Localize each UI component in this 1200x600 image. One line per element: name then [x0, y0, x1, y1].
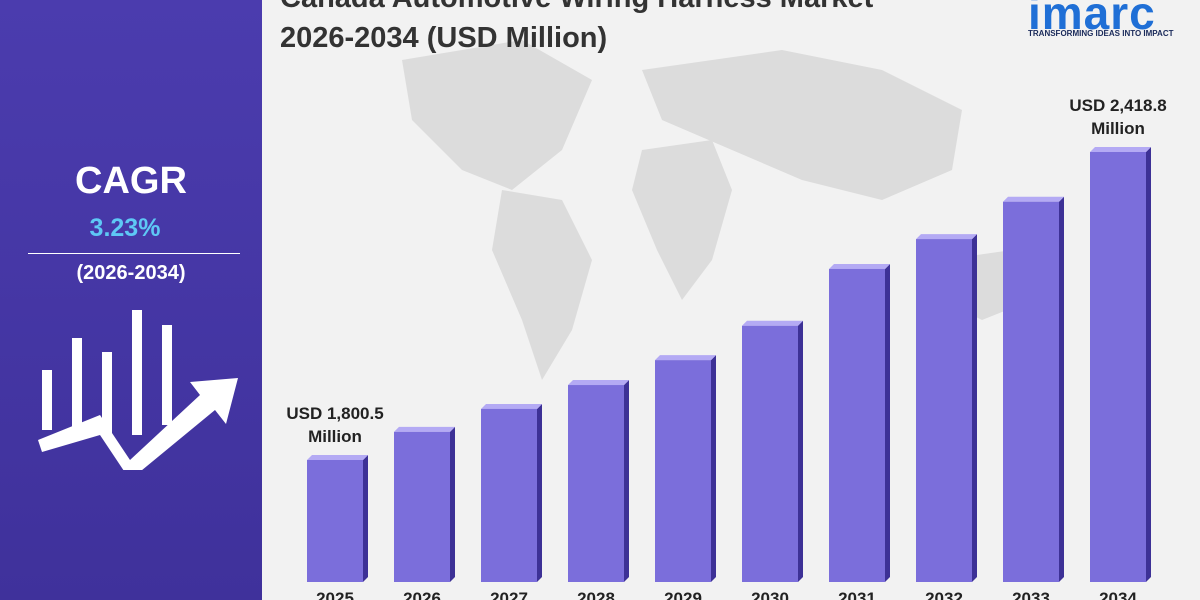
bar-side [798, 320, 803, 582]
x-tick-label: 2026 [403, 589, 441, 600]
bar-side [450, 426, 455, 582]
logo-tagline: TRANSFORMING IDEAS INTO IMPACT [1028, 29, 1174, 38]
bar [481, 408, 537, 582]
bar-top [568, 380, 629, 386]
side-panel [0, 0, 262, 600]
bar [829, 268, 885, 582]
bar [916, 239, 972, 582]
bar-side [972, 234, 977, 582]
logo: imarc [1028, 0, 1156, 39]
bar-top [829, 263, 890, 269]
bar-side [537, 403, 542, 582]
growth-icon [38, 310, 238, 470]
bar [307, 460, 363, 582]
bar [655, 360, 711, 582]
bar [742, 325, 798, 582]
chart-title: Canada Automotive Wiring Harness Market [280, 0, 873, 15]
x-tick-label: 2029 [664, 589, 702, 600]
bar-top [916, 234, 977, 240]
x-tick-label: 2028 [577, 589, 615, 600]
x-tick-label: 2025 [316, 589, 354, 600]
bar-top [394, 426, 455, 432]
bar-top [481, 403, 542, 409]
cagr-value: 3.23% [89, 214, 161, 242]
x-tick-label: 2031 [838, 589, 876, 600]
bar [1003, 201, 1059, 583]
divider [28, 253, 240, 254]
bar-side [1059, 196, 1064, 583]
bar-side [885, 263, 890, 582]
cagr-label: CAGR [75, 160, 187, 202]
bar-side [624, 380, 629, 582]
bar-side [1146, 147, 1151, 582]
bar [394, 431, 450, 582]
value-label: USD 2,418.8 Million [1069, 96, 1167, 138]
chart-subtitle: 2026-2034 (USD Million) [280, 22, 608, 54]
bar-top [742, 320, 803, 326]
bar-top [307, 455, 368, 460]
bar-top [655, 355, 716, 361]
bar-side [711, 355, 716, 582]
bar [568, 385, 624, 582]
map-background [402, 40, 1032, 380]
bar-top [1003, 196, 1064, 202]
bar [1090, 152, 1146, 582]
x-tick-label: 2034 [1099, 589, 1137, 600]
value-label: USD 1,800.5 Million [286, 404, 384, 446]
bar-side [363, 455, 368, 582]
x-tick-label: 2030 [751, 589, 789, 600]
x-tick-label: 2033 [1012, 589, 1050, 600]
x-tick-label: 2032 [925, 589, 963, 600]
bar-top [1090, 147, 1151, 152]
x-tick-label: 2027 [490, 589, 528, 600]
cagr-period: (2026-2034) [76, 262, 186, 284]
